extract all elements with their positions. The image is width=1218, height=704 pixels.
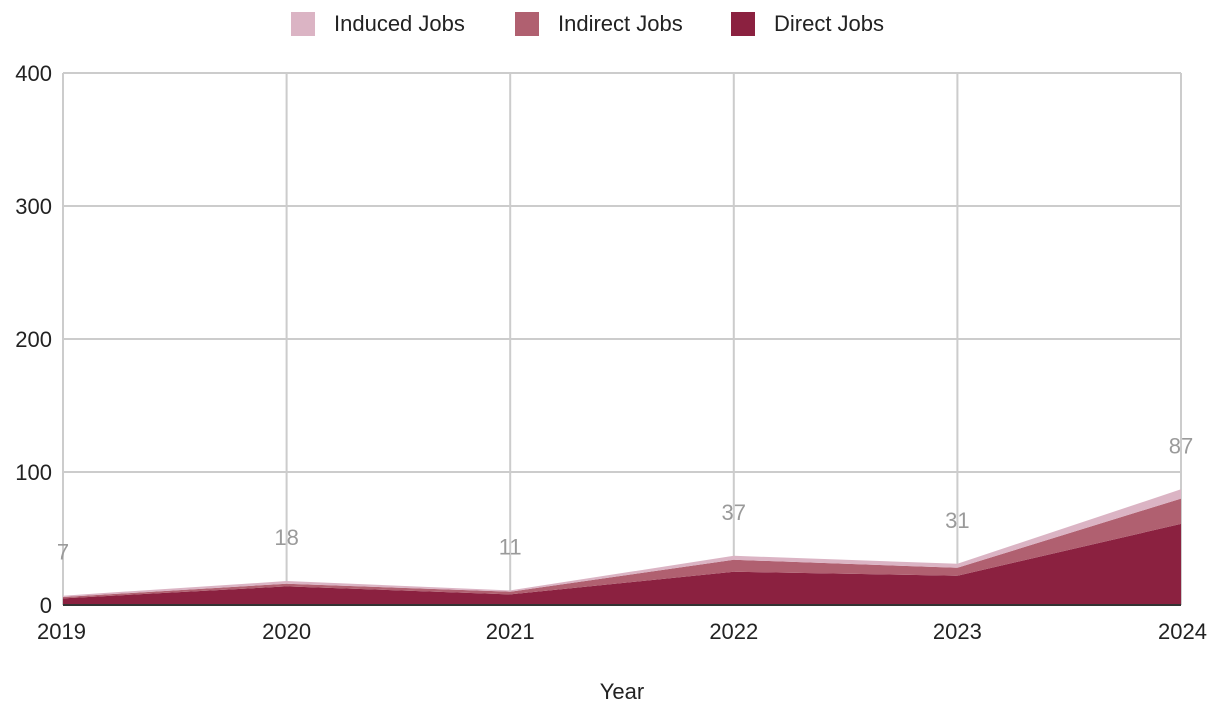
y-tick-label: 100 — [15, 460, 52, 485]
total-data-label: 18 — [274, 525, 298, 550]
area-direct-jobs — [63, 523, 1181, 605]
x-tick-label: 2021 — [486, 619, 535, 644]
x-tick-label: 2022 — [709, 619, 758, 644]
legend-item-direct-jobs[interactable]: Direct Jobs — [731, 11, 884, 36]
x-tick-label: 2019 — [37, 619, 86, 644]
total-data-label: 37 — [722, 500, 746, 525]
legend-label: Induced Jobs — [334, 11, 465, 36]
area-series — [63, 489, 1181, 605]
legend-label: Direct Jobs — [774, 11, 884, 36]
total-data-label: 87 — [1169, 433, 1193, 458]
legend-item-induced-jobs[interactable]: Induced Jobs — [291, 11, 465, 36]
total-data-label: 11 — [499, 534, 522, 559]
legend: Induced Jobs Indirect Jobs Direct Jobs — [291, 11, 884, 36]
y-tick-label: 200 — [15, 327, 52, 352]
area-indirect-jobs — [63, 498, 1181, 599]
total-data-label: 31 — [945, 508, 969, 533]
area-induced-jobs — [63, 489, 1181, 598]
x-tick-label: 2024 — [1158, 619, 1207, 644]
legend-swatch — [731, 12, 755, 36]
total-data-label: 7 — [57, 540, 69, 565]
x-axis-title: Year — [600, 679, 644, 704]
axes: 0 100 200 300 400 2019 2020 2021 2022 2023 2024 — [15, 61, 1207, 644]
data-labels: 7 18 11 37 31 87 — [57, 433, 1193, 564]
grid — [62, 72, 1182, 605]
y-tick-label: 400 — [15, 61, 52, 86]
y-tick-label: 0 — [40, 593, 52, 618]
legend-swatch — [515, 12, 539, 36]
x-tick-label: 2020 — [262, 619, 311, 644]
legend-label: Indirect Jobs — [558, 11, 683, 36]
y-tick-label: 300 — [15, 194, 52, 219]
legend-swatch — [291, 12, 315, 36]
legend-item-indirect-jobs[interactable]: Indirect Jobs — [515, 11, 683, 36]
x-tick-label: 2023 — [933, 619, 982, 644]
